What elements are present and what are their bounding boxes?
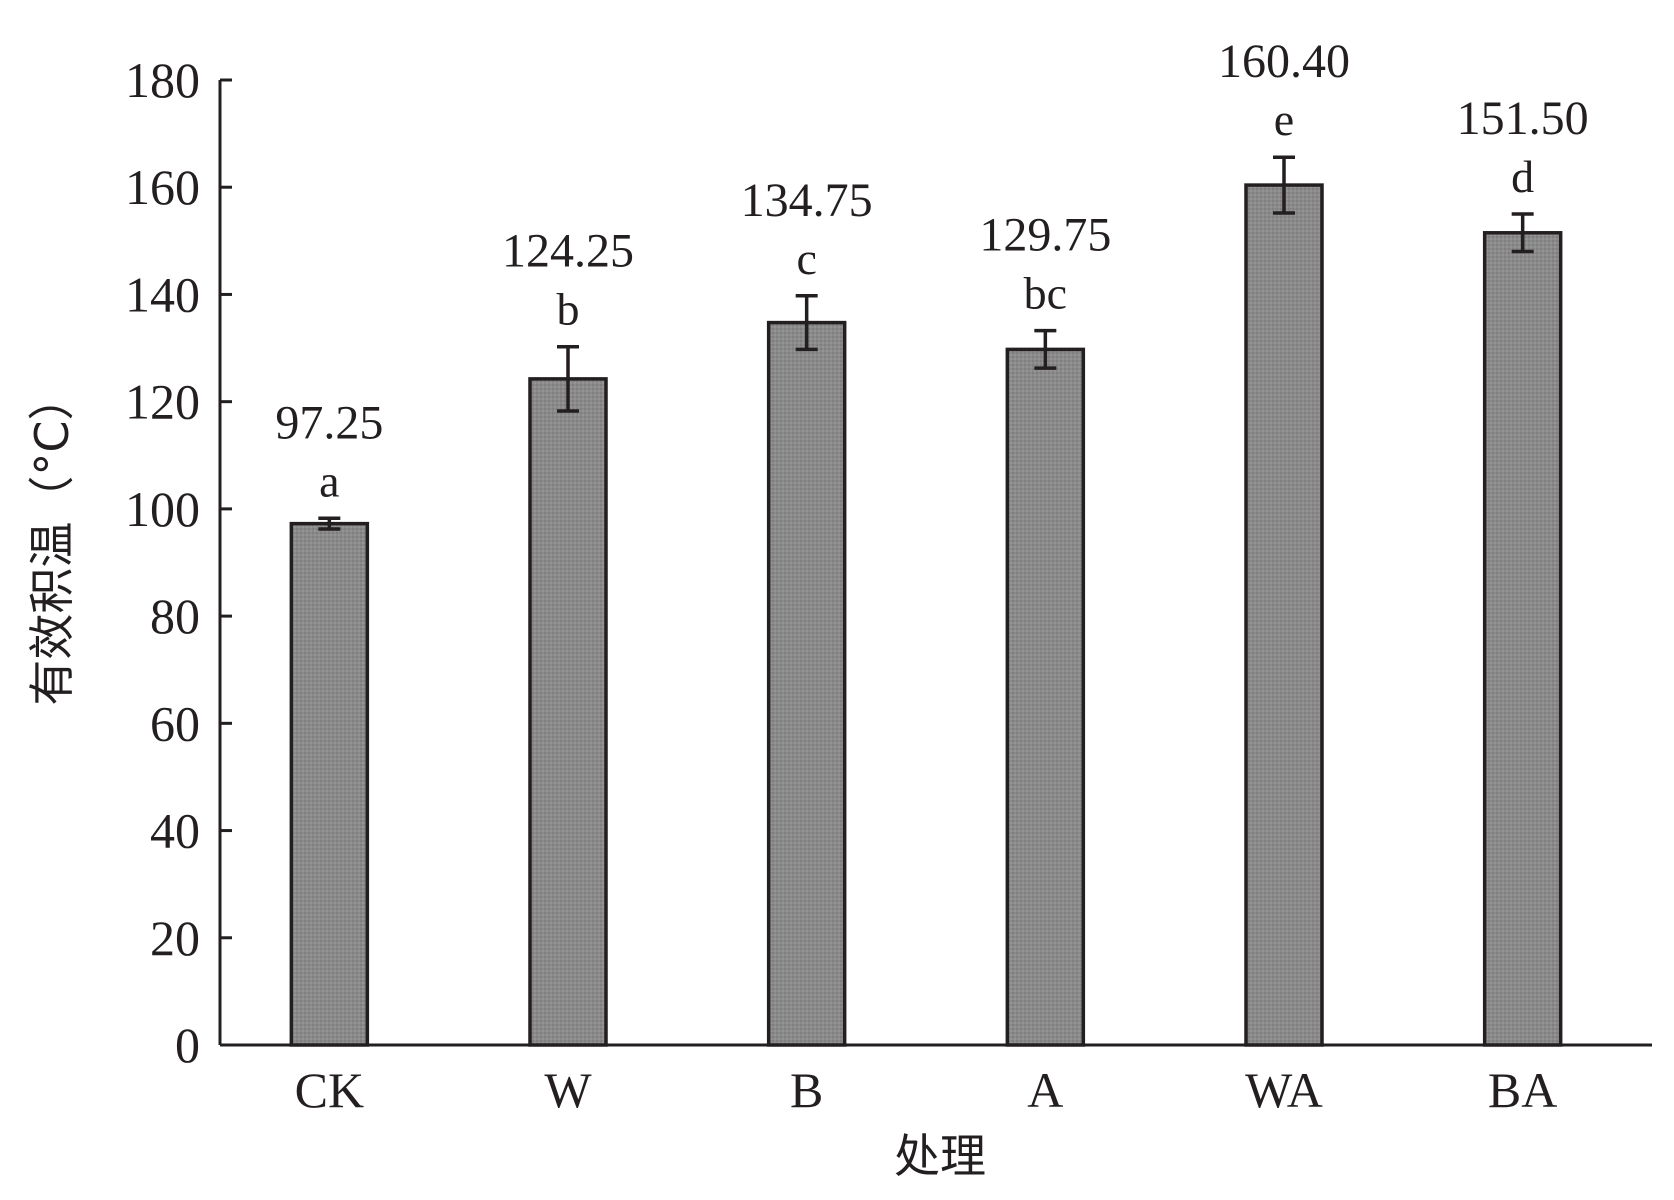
value-label: 97.25 [275, 396, 383, 449]
x-axis-title: 处理 [894, 1129, 986, 1183]
significance-label: e [1274, 94, 1294, 145]
bar-B [766, 320, 847, 1047]
axes: 0 20 40 60 80 100 120 140 160 180 [125, 52, 1652, 1073]
y-tick-label: 140 [125, 266, 200, 322]
y-tick-label: 0 [175, 1017, 200, 1073]
y-tick-label: 40 [150, 803, 200, 859]
bar-BA [1482, 231, 1563, 1047]
y-tick-label: 80 [150, 588, 200, 644]
y-tick-label: 100 [125, 481, 200, 537]
value-label: 124.25 [502, 225, 634, 278]
bar-A [1005, 347, 1086, 1047]
y-tick-label: 120 [125, 374, 200, 430]
x-tick-label: BA [1488, 1062, 1557, 1118]
x-tick-label: W [544, 1062, 592, 1118]
value-label: 151.50 [1457, 92, 1589, 145]
bars [289, 155, 1563, 1047]
significance-label: a [319, 455, 339, 506]
significance-label: d [1511, 151, 1534, 202]
bar-W [528, 377, 608, 1047]
significance-label: c [796, 233, 816, 284]
value-label: 129.75 [979, 209, 1111, 262]
significance-label: b [557, 284, 580, 335]
y-axis-title: 有效积温（°C） [25, 374, 79, 705]
significance-label: bc [1024, 268, 1067, 319]
x-tick-label: CK [295, 1062, 364, 1118]
value-label: 160.40 [1218, 35, 1350, 88]
bar-CK [289, 521, 370, 1047]
value-label: 134.75 [741, 174, 873, 227]
x-tick-label: A [1027, 1062, 1063, 1118]
x-tick-label: B [790, 1062, 823, 1118]
labels: a 97.25 CK b 124.25 Wc 134.75 Bbc 129.75 Ae 160.40… [275, 35, 1588, 1118]
y-tick-label: 180 [125, 52, 200, 108]
x-tick-label: WA [1245, 1062, 1323, 1118]
y-tick-label: 60 [150, 695, 200, 751]
bar-WA [1244, 183, 1324, 1047]
y-tick-label: 160 [125, 159, 200, 215]
y-tick-label: 20 [150, 910, 200, 966]
